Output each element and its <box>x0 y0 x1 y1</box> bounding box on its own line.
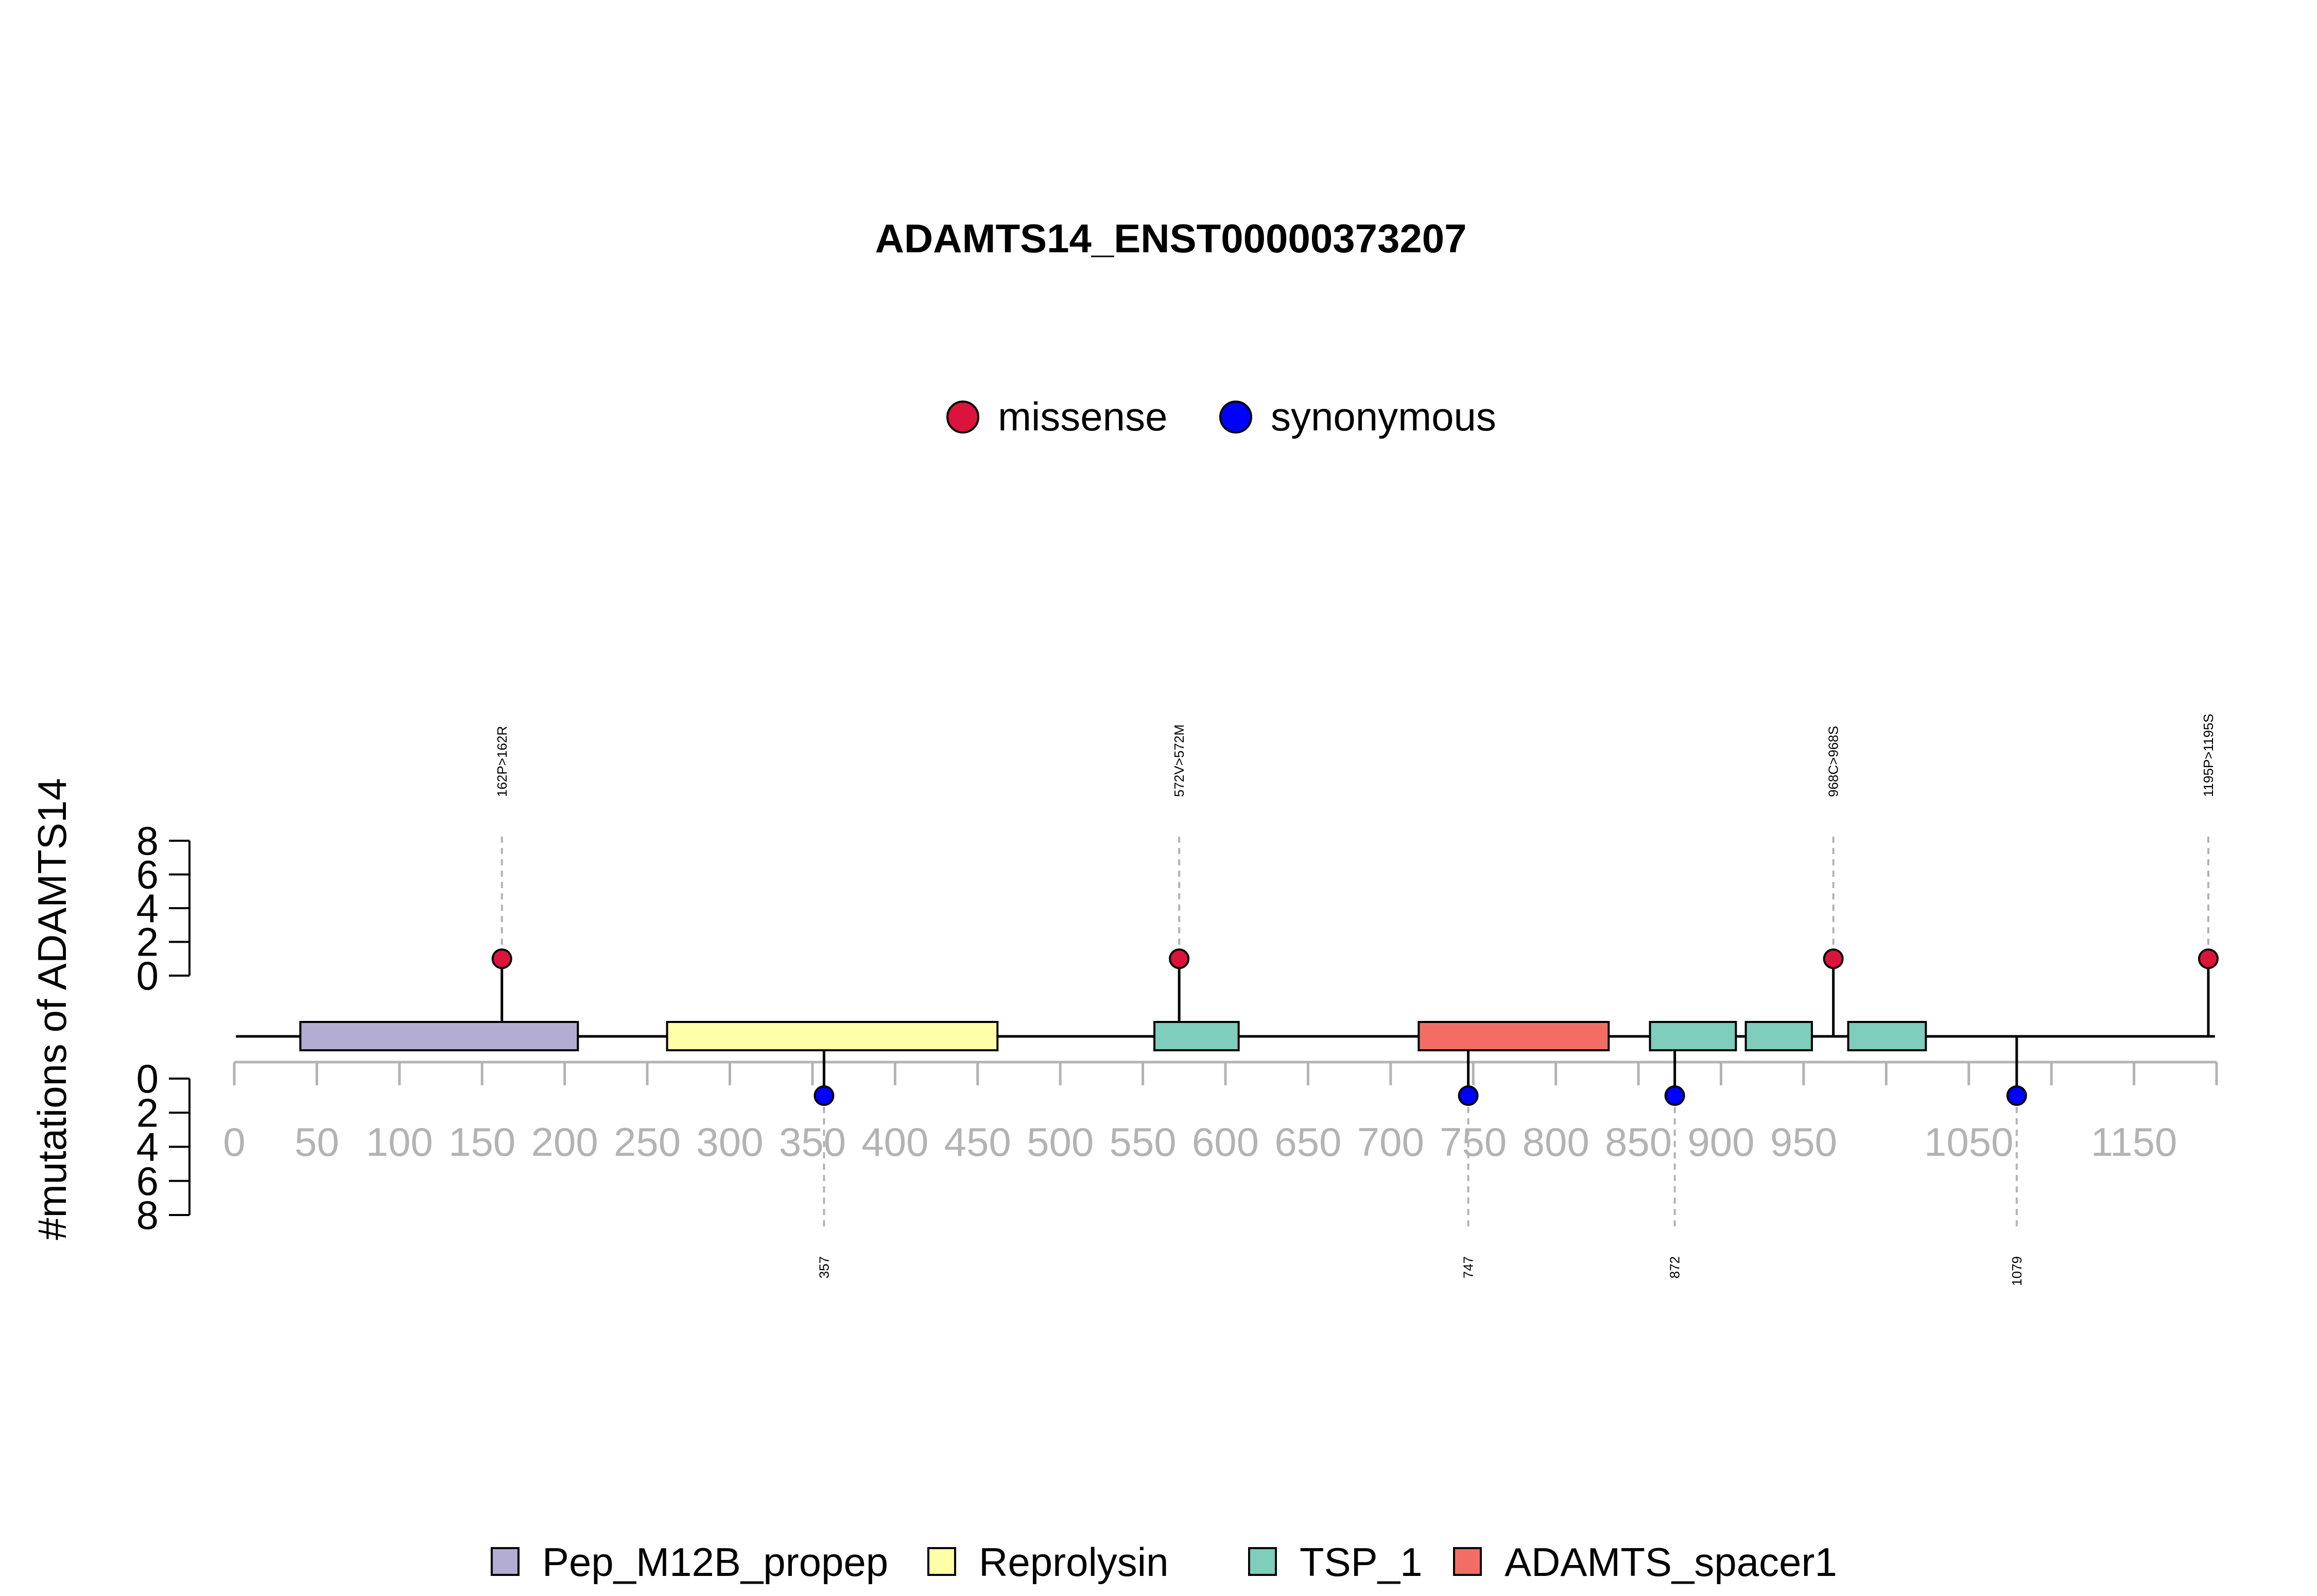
x-tick-label-550: 550 <box>1110 1119 1177 1165</box>
domain-Pep_M12B_propep-0 <box>300 1022 578 1050</box>
mutation-label-357: 357 <box>816 1256 832 1278</box>
domain-legend-swatch-ADAMTS_spacer1 <box>1454 1548 1481 1575</box>
mutation-point-968 <box>1824 949 1843 968</box>
mutation-point-1079 <box>2008 1086 2026 1105</box>
domain-legend-swatch-Reprolysin <box>928 1548 955 1575</box>
x-axis: 0 50 100 150 200 250 300 350 400 450 500 550 600 650 7… <box>223 1062 2217 1165</box>
mutation-label-747: 747 <box>1461 1256 1476 1278</box>
mutation-label-572: 572V>572M <box>1171 724 1187 797</box>
mutation-label-1195: 1195P>1195S <box>2201 714 2216 797</box>
x-tick-label-50: 50 <box>295 1119 339 1165</box>
x-tick-label-350: 350 <box>779 1119 846 1165</box>
mutation-point-357 <box>815 1086 833 1105</box>
x-tick-label-600: 600 <box>1192 1119 1259 1165</box>
legend-label-synonymous: synonymous <box>1271 394 1496 439</box>
domain-legend-label-Reprolysin: Reprolysin <box>979 1539 1168 1585</box>
y-axis-label: #mutations of ADAMTS14 <box>29 778 75 1240</box>
x-tick-label-1150: 1150 <box>2091 1119 2177 1165</box>
mutation-stems: 162P>162R 572V>572M 968C>968S 1195P>1195S 35… <box>494 714 2216 1286</box>
domain-TSP_1-4 <box>1650 1022 1736 1050</box>
x-tick-label-200: 200 <box>531 1119 598 1165</box>
x-tick-label-400: 400 <box>861 1119 928 1165</box>
legend-marker-missense <box>947 402 978 432</box>
mutation-type-legend: missense synonymous <box>947 394 1496 439</box>
domain-ADAMTS_spacer1-3 <box>1419 1022 1609 1050</box>
domain-legend-swatch-Pep_M12B_propep <box>492 1548 518 1575</box>
domain-Reprolysin-1 <box>667 1022 998 1050</box>
x-tick-label-850: 850 <box>1605 1119 1672 1165</box>
y-tick-label-top-0: 0 <box>136 953 159 998</box>
x-tick-label-0: 0 <box>223 1119 245 1165</box>
mutation-label-968: 968C>968S <box>1826 726 1841 797</box>
mutation-point-162 <box>493 949 511 968</box>
x-tick-label-150: 150 <box>448 1119 515 1165</box>
domain-TSP_1-6 <box>1848 1022 1926 1050</box>
mutation-point-1195 <box>2199 949 2218 968</box>
x-tick-label-950: 950 <box>1770 1119 1837 1165</box>
domain-TSP_1-2 <box>1154 1022 1239 1050</box>
x-tick-label-450: 450 <box>944 1119 1011 1165</box>
x-tick-label-100: 100 <box>366 1119 433 1165</box>
domain-legend-label-ADAMTS_spacer1: ADAMTS_spacer1 <box>1505 1539 1837 1585</box>
mutation-point-747 <box>1459 1086 1478 1105</box>
x-tick-label-750: 750 <box>1440 1119 1507 1165</box>
domain-legend: Pep_M12B_propep Reprolysin TSP_1 ADAMTS_spa… <box>492 1539 1837 1585</box>
x-tick-label-800: 800 <box>1523 1119 1589 1165</box>
mutation-point-572 <box>1170 949 1188 968</box>
mutation-point-872 <box>1666 1086 1684 1105</box>
x-tick-label-900: 900 <box>1687 1119 1754 1165</box>
x-tick-label-300: 300 <box>696 1119 763 1165</box>
domain-legend-swatch-TSP_1 <box>1249 1548 1276 1575</box>
x-tick-label-650: 650 <box>1274 1119 1341 1165</box>
domain-legend-label-Pep_M12B_propep: Pep_M12B_propep <box>542 1539 888 1585</box>
mutation-label-872: 872 <box>1667 1256 1683 1278</box>
x-tick-label-1050: 1050 <box>1924 1119 2014 1165</box>
x-tick-label-250: 250 <box>614 1119 681 1165</box>
x-tick-label-700: 700 <box>1357 1119 1424 1165</box>
legend-marker-synonymous <box>1220 402 1251 432</box>
x-tick-label-500: 500 <box>1027 1119 1094 1165</box>
domain-TSP_1-5 <box>1746 1022 1812 1050</box>
y-tick-label-bottom-8: 8 <box>136 1192 159 1238</box>
domain-legend-label-TSP_1: TSP_1 <box>1300 1539 1422 1585</box>
legend-label-missense: missense <box>998 394 1167 439</box>
mutation-label-162: 162P>162R <box>494 726 510 797</box>
chart-title: ADAMTS14_ENST00000373207 <box>875 216 1467 261</box>
mutation-label-1079: 1079 <box>2009 1256 2025 1286</box>
